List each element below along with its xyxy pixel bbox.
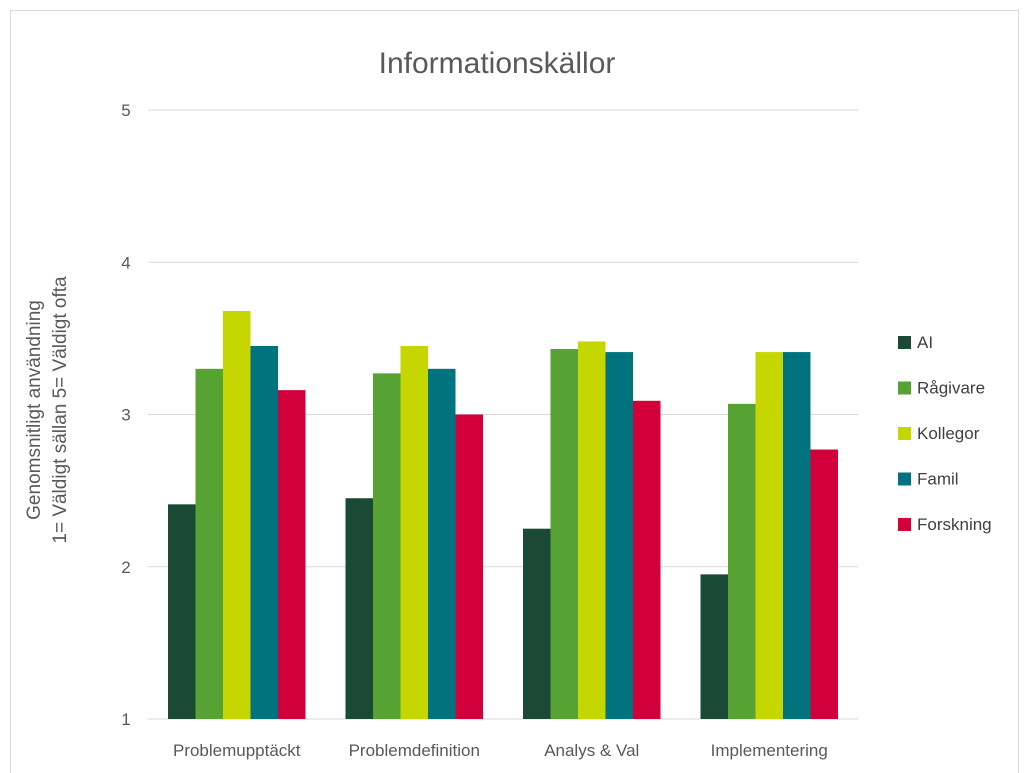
legend-label: Rågivare	[917, 379, 985, 398]
bar-ai-1	[168, 504, 196, 719]
y-tick-label: 5	[121, 101, 130, 120]
y-tick-labels: 1 2 3 4 5	[121, 101, 130, 729]
bar-kollegor-4	[755, 352, 783, 719]
bar-rågivare-2	[373, 373, 401, 719]
bars	[168, 310, 838, 719]
legend: AI Rågivare Kollegor Famil Forskning	[898, 333, 992, 534]
y-axis-label-line-1: Genomsnitligt användning	[24, 300, 45, 520]
bar-kollegor-2	[400, 345, 428, 719]
bar-ai-2	[345, 498, 373, 719]
y-tick-label: 1	[121, 710, 130, 729]
bar-kollegor-1	[223, 310, 251, 719]
legend-swatch-forskning	[898, 518, 911, 531]
legend-swatch-ai	[898, 336, 911, 349]
legend-swatch-rågivare	[898, 381, 911, 395]
bar-forskning-1	[278, 390, 306, 719]
x-tick-label: Problemupptäckt	[173, 741, 301, 760]
bar-famil-4	[783, 352, 811, 719]
x-tick-labels: Problemupptäckt Problemdefinition Analys &…	[173, 741, 828, 760]
legend-label: Forskning	[917, 515, 992, 534]
bar-famil-3	[605, 352, 633, 719]
chart-title: Informationskällor	[379, 47, 616, 80]
x-tick-label: Implementering	[711, 741, 828, 760]
legend-label: Famil	[917, 470, 959, 489]
y-tick-label: 2	[121, 558, 130, 577]
bar-rågivare-4	[728, 403, 756, 719]
legend-label: AI	[917, 333, 933, 352]
legend-swatch-famil	[898, 472, 911, 486]
bar-forskning-4	[810, 449, 838, 719]
y-tick-label: 3	[121, 406, 130, 425]
x-tick-label: Problemdefinition	[349, 741, 480, 760]
bar-kollegor-3	[578, 341, 606, 719]
bar-famil-2	[428, 368, 456, 719]
bar-forskning-3	[633, 400, 661, 719]
x-tick-label: Analys & Val	[544, 741, 639, 760]
y-axis-label-line-2: 1= Väldigt sällan 5= Väldigt ofta	[50, 276, 71, 544]
bar-forskning-2	[455, 414, 483, 719]
legend-swatch-kollegor	[898, 427, 911, 440]
y-axis-label: Genomsnitligt användning 1= Väldigt säll…	[24, 276, 71, 544]
bar-ai-3	[523, 528, 551, 719]
bar-rågivare-3	[550, 349, 578, 719]
bar-rågivare-1	[195, 368, 223, 719]
bar-ai-4	[700, 574, 728, 719]
bar-famil-1	[250, 345, 278, 719]
y-tick-label: 4	[121, 253, 130, 272]
legend-label: Kollegor	[917, 424, 980, 443]
